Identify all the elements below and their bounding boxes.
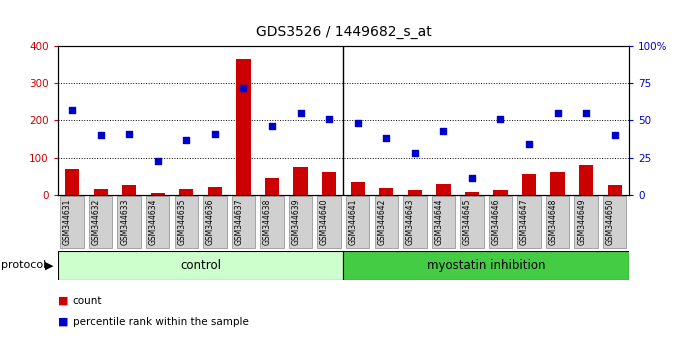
Bar bbox=[343, 251, 629, 280]
Text: GSM344637: GSM344637 bbox=[235, 199, 243, 245]
Text: GSM344649: GSM344649 bbox=[577, 199, 586, 245]
Text: ■: ■ bbox=[58, 296, 68, 306]
Text: GSM344640: GSM344640 bbox=[320, 199, 329, 245]
Text: GSM344639: GSM344639 bbox=[292, 199, 301, 245]
Bar bbox=[151, 193, 165, 195]
Point bbox=[466, 176, 477, 181]
Text: GSM344645: GSM344645 bbox=[463, 199, 472, 245]
Point bbox=[438, 128, 449, 133]
FancyBboxPatch shape bbox=[489, 196, 512, 249]
Point bbox=[67, 107, 78, 113]
FancyBboxPatch shape bbox=[346, 196, 369, 249]
Point bbox=[209, 131, 220, 137]
FancyBboxPatch shape bbox=[375, 196, 398, 249]
FancyBboxPatch shape bbox=[118, 196, 141, 249]
Text: GSM344642: GSM344642 bbox=[377, 199, 386, 245]
Bar bbox=[551, 172, 564, 195]
Bar bbox=[465, 192, 479, 195]
FancyBboxPatch shape bbox=[460, 196, 483, 249]
Bar bbox=[379, 188, 393, 195]
Point bbox=[609, 132, 620, 138]
Text: GSM344638: GSM344638 bbox=[263, 199, 272, 245]
Point bbox=[381, 135, 392, 141]
Point bbox=[409, 150, 420, 156]
Text: count: count bbox=[73, 296, 102, 306]
Bar bbox=[180, 189, 194, 195]
Point bbox=[152, 158, 163, 163]
FancyBboxPatch shape bbox=[203, 196, 226, 249]
FancyBboxPatch shape bbox=[289, 196, 312, 249]
Text: control: control bbox=[180, 259, 221, 272]
FancyBboxPatch shape bbox=[260, 196, 284, 249]
Text: GSM344631: GSM344631 bbox=[63, 199, 72, 245]
Point bbox=[238, 85, 249, 91]
FancyBboxPatch shape bbox=[61, 196, 84, 249]
Bar bbox=[65, 169, 80, 195]
Bar bbox=[579, 165, 593, 195]
FancyBboxPatch shape bbox=[575, 196, 598, 249]
Text: ▶: ▶ bbox=[45, 261, 53, 270]
Text: myostatin inhibition: myostatin inhibition bbox=[427, 259, 545, 272]
Text: percentile rank within the sample: percentile rank within the sample bbox=[73, 317, 249, 327]
Text: GSM344636: GSM344636 bbox=[206, 199, 215, 245]
FancyBboxPatch shape bbox=[432, 196, 455, 249]
Bar bbox=[494, 190, 507, 195]
Text: GSM344635: GSM344635 bbox=[177, 199, 186, 245]
FancyBboxPatch shape bbox=[546, 196, 569, 249]
Point bbox=[267, 124, 277, 129]
Bar bbox=[265, 178, 279, 195]
Text: GSM344650: GSM344650 bbox=[606, 199, 615, 245]
Bar bbox=[294, 167, 308, 195]
FancyBboxPatch shape bbox=[146, 196, 169, 249]
Point bbox=[495, 116, 506, 122]
Bar bbox=[94, 189, 108, 195]
FancyBboxPatch shape bbox=[175, 196, 198, 249]
Text: GSM344641: GSM344641 bbox=[349, 199, 358, 245]
FancyBboxPatch shape bbox=[89, 196, 112, 249]
Bar bbox=[408, 190, 422, 195]
Text: GSM344634: GSM344634 bbox=[149, 199, 158, 245]
Bar bbox=[208, 187, 222, 195]
Point bbox=[524, 141, 534, 147]
Point bbox=[95, 132, 106, 138]
Point bbox=[352, 120, 363, 126]
FancyBboxPatch shape bbox=[403, 196, 426, 249]
Text: ■: ■ bbox=[58, 317, 68, 327]
Text: GSM344644: GSM344644 bbox=[435, 199, 443, 245]
Point bbox=[552, 110, 563, 116]
Text: GSM344633: GSM344633 bbox=[120, 199, 129, 245]
Text: protocol: protocol bbox=[1, 261, 47, 270]
FancyBboxPatch shape bbox=[603, 196, 626, 249]
FancyBboxPatch shape bbox=[517, 196, 541, 249]
Bar bbox=[122, 185, 137, 195]
Bar bbox=[608, 185, 622, 195]
Text: GSM344648: GSM344648 bbox=[549, 199, 558, 245]
FancyBboxPatch shape bbox=[318, 196, 341, 249]
FancyBboxPatch shape bbox=[232, 196, 255, 249]
Bar bbox=[58, 251, 343, 280]
Point bbox=[581, 110, 592, 116]
Point bbox=[295, 110, 306, 116]
Point bbox=[181, 137, 192, 143]
Point bbox=[324, 116, 335, 122]
Text: GSM344646: GSM344646 bbox=[492, 199, 500, 245]
Bar bbox=[237, 59, 251, 195]
Text: GSM344643: GSM344643 bbox=[406, 199, 415, 245]
Bar bbox=[351, 182, 365, 195]
Bar bbox=[522, 174, 537, 195]
Text: GSM344647: GSM344647 bbox=[520, 199, 529, 245]
Point bbox=[124, 131, 135, 137]
Text: GSM344632: GSM344632 bbox=[92, 199, 101, 245]
Bar bbox=[322, 172, 336, 195]
Bar bbox=[437, 184, 450, 195]
Text: GDS3526 / 1449682_s_at: GDS3526 / 1449682_s_at bbox=[256, 25, 431, 39]
